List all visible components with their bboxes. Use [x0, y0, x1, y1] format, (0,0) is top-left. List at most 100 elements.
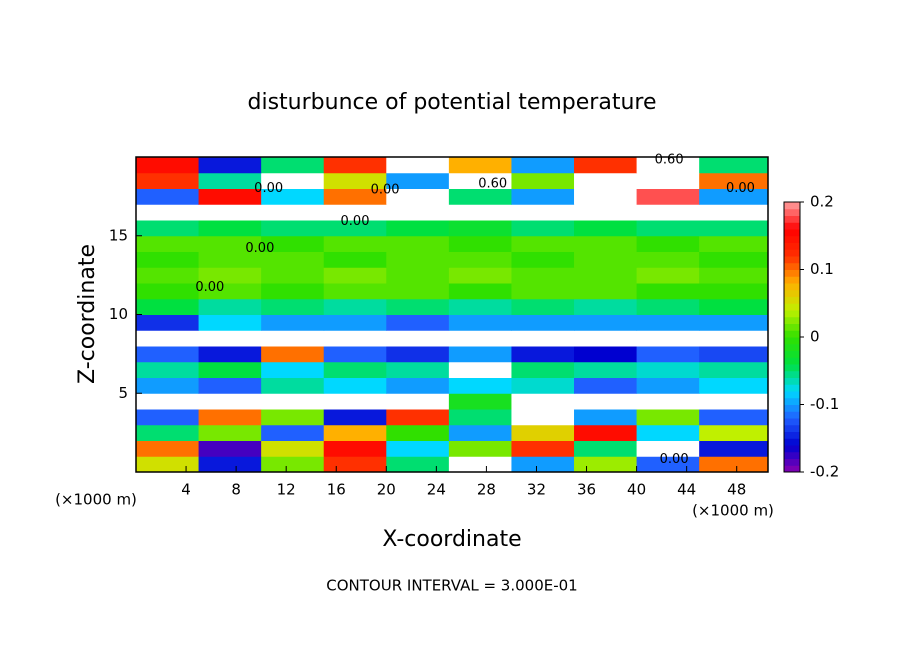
cell [699, 330, 769, 347]
cell [386, 456, 450, 473]
cell [636, 409, 700, 426]
cell [261, 377, 325, 394]
colorbar-swatch [784, 411, 800, 419]
y-tick-label: 15 [109, 226, 128, 244]
colorbar-swatch [784, 384, 800, 392]
cell [198, 204, 262, 221]
cell [574, 188, 638, 205]
colorbar-swatch [784, 316, 800, 324]
cell [136, 220, 200, 237]
cell [386, 188, 450, 205]
colorbar-swatch [784, 215, 800, 223]
cell [261, 267, 325, 284]
contour-label: 0.60 [655, 153, 684, 168]
cell [574, 440, 638, 457]
cell [198, 456, 262, 473]
colorbar-swatch [784, 269, 800, 277]
colorbar-swatch [784, 404, 800, 412]
cell [511, 409, 575, 426]
cell [261, 298, 325, 315]
cell [261, 172, 325, 189]
cell [323, 424, 387, 441]
cell [636, 220, 700, 237]
cell [636, 298, 700, 315]
cell [386, 361, 450, 378]
cell [699, 220, 769, 237]
colorbar-swatch [784, 256, 800, 264]
cell [323, 456, 387, 473]
colorbar-swatch [784, 465, 800, 473]
cell [323, 251, 387, 268]
y-axis-label: Z-coordinate [75, 244, 100, 384]
cell [636, 393, 700, 410]
cell [136, 361, 200, 378]
cell [699, 204, 769, 221]
contour-label: 0.00 [245, 241, 274, 256]
colorbar-swatch [784, 303, 800, 311]
x-tick-label: 28 [477, 481, 496, 499]
cell [136, 251, 200, 268]
cell [323, 393, 387, 410]
colorbar-swatch [784, 357, 800, 365]
cell [136, 440, 200, 457]
cell [636, 157, 700, 174]
cell [574, 361, 638, 378]
colorbar-tick-label: 0.1 [810, 260, 834, 278]
cell [323, 235, 387, 252]
cell [636, 440, 700, 457]
cell [386, 409, 450, 426]
colorbar-swatch [784, 202, 800, 210]
cell [136, 188, 200, 205]
cell [511, 204, 575, 221]
cell [699, 157, 769, 174]
colorbar-swatch [784, 370, 800, 378]
cell [323, 204, 387, 221]
x-axis-label: X-coordinate [382, 527, 521, 552]
cell [136, 393, 200, 410]
cell [198, 157, 262, 174]
cell [136, 424, 200, 441]
cell [574, 220, 638, 237]
cell [323, 330, 387, 347]
cell [261, 361, 325, 378]
colorbar-swatch [784, 458, 800, 466]
cell [699, 409, 769, 426]
cell [136, 377, 200, 394]
cell [511, 283, 575, 300]
colorbar-swatch [784, 337, 800, 345]
colorbar-swatch [784, 418, 800, 426]
cell [198, 330, 262, 347]
contour-label: 0.00 [195, 280, 224, 295]
colorbar-swatch [784, 451, 800, 459]
cell [699, 251, 769, 268]
colorbar-swatch [784, 289, 800, 297]
cell [574, 157, 638, 174]
contour-label: 0.00 [371, 183, 400, 198]
cell [636, 204, 700, 221]
cell [323, 440, 387, 457]
cell [636, 330, 700, 347]
cell [448, 314, 512, 331]
cell [386, 314, 450, 331]
x-tick-label: 24 [427, 481, 446, 499]
cell [261, 346, 325, 363]
cell [386, 298, 450, 315]
field [136, 157, 769, 473]
cell [574, 251, 638, 268]
cell [261, 393, 325, 410]
cell [574, 330, 638, 347]
cell [323, 361, 387, 378]
contour-label: 0.00 [726, 181, 755, 196]
cell [699, 235, 769, 252]
cell [198, 361, 262, 378]
cell [574, 283, 638, 300]
cell [699, 267, 769, 284]
cell [136, 314, 200, 331]
cell [261, 314, 325, 331]
cell [511, 330, 575, 347]
cell [636, 377, 700, 394]
colorbar-swatch [784, 310, 800, 318]
x-tick-label: 20 [377, 481, 396, 499]
cell [323, 377, 387, 394]
cell [699, 424, 769, 441]
